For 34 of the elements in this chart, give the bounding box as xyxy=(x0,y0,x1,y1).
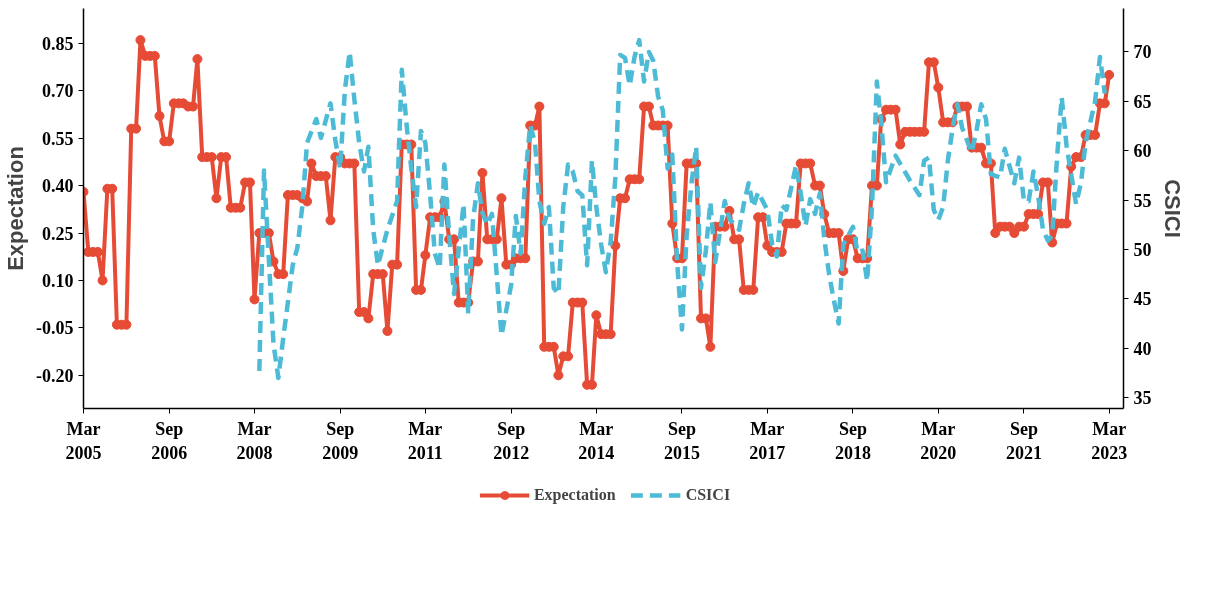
x-tick-label: Sep 2018 xyxy=(834,418,871,463)
x-tick-label: Sep 2009 xyxy=(322,418,359,463)
y-tick-label: 0.55 xyxy=(42,128,74,149)
y2-tick-label: 70 xyxy=(1133,42,1152,63)
y2-tick-label: 50 xyxy=(1133,239,1152,260)
x-tick-label: Mar 2020 xyxy=(920,418,957,463)
legend-label: Expectation xyxy=(533,486,616,504)
y-axis-title: Expectation xyxy=(3,146,29,271)
x-tick-label: Sep 2015 xyxy=(663,418,700,463)
line-series xyxy=(257,37,1108,381)
y-tick-label: 0.25 xyxy=(42,223,74,244)
y-tick-label: -0.05 xyxy=(36,318,74,339)
y2-tick-label: 65 xyxy=(1133,91,1152,112)
y2-tick-label: 35 xyxy=(1133,388,1152,409)
y-tick-label: 0.70 xyxy=(42,81,74,102)
y2-tick-label: 45 xyxy=(1133,289,1152,310)
y-tick-label: 0.10 xyxy=(42,270,74,291)
y-tick-label: -0.20 xyxy=(36,365,74,386)
x-tick-label: Mar 2017 xyxy=(749,418,786,463)
y2-axis-title: CSICI xyxy=(1159,179,1185,238)
y2-tick-label: 60 xyxy=(1133,141,1152,162)
x-tick-label: Sep 2006 xyxy=(151,418,188,463)
x-tick-label: Mar 2014 xyxy=(578,418,615,463)
x-tick-label: Mar 2023 xyxy=(1091,418,1128,463)
x-tick-label: Mar 2005 xyxy=(65,418,102,463)
y2-tick-label: 40 xyxy=(1133,338,1152,359)
y-tick-label: 0.85 xyxy=(42,33,74,54)
y2-tick-label: 55 xyxy=(1133,190,1152,211)
x-tick-label: Sep 2021 xyxy=(1005,418,1042,463)
y-tick-label: 0.40 xyxy=(42,176,74,197)
x-tick-label: Mar 2011 xyxy=(407,418,443,463)
x-tick-label: Mar 2008 xyxy=(236,418,273,463)
x-tick-label: Sep 2012 xyxy=(493,418,530,463)
legend-label: CSICI xyxy=(685,486,731,504)
